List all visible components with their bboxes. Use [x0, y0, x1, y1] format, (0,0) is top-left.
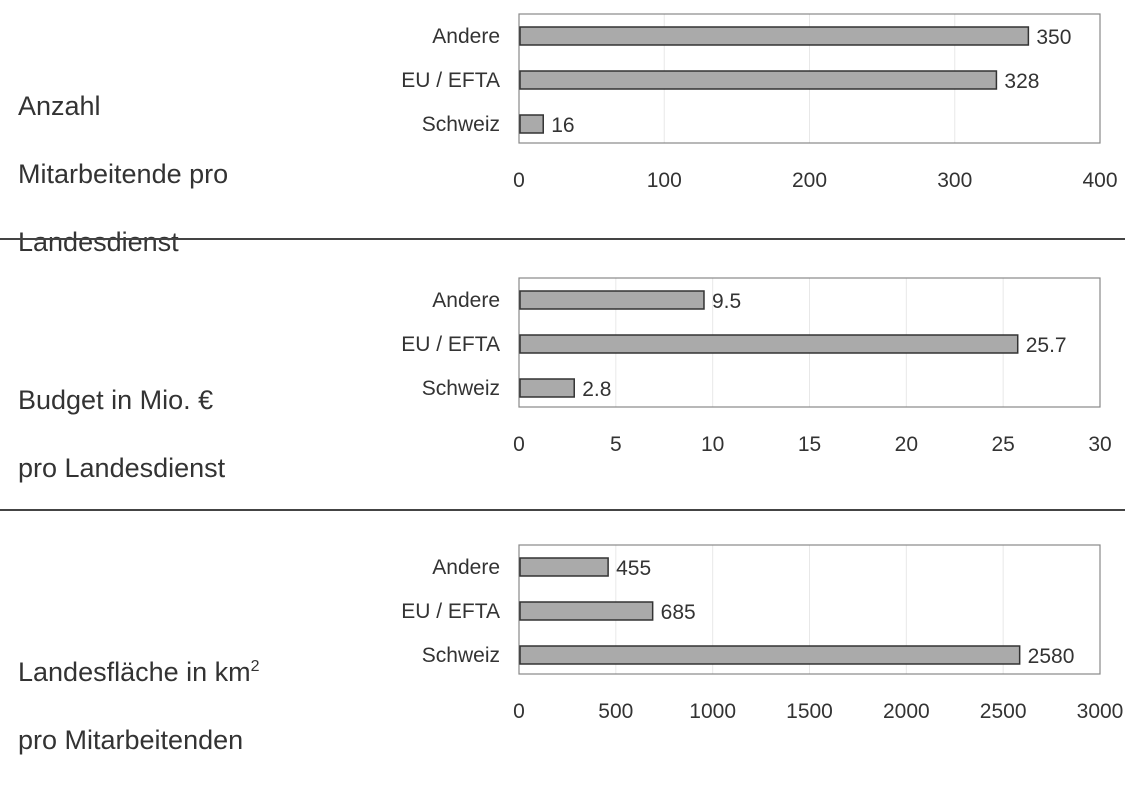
bar-1: [519, 557, 609, 577]
x-tick-label: 0: [513, 169, 525, 192]
category-label: Andere: [432, 556, 500, 579]
chart-area-per-staff: Andere 455 EU / EFTA 685 Schweiz 2580 0 500 1000…: [401, 544, 1124, 723]
x-tick-label: 20: [895, 433, 918, 456]
bar-2: [519, 601, 654, 621]
category-label: Schweiz: [422, 113, 500, 136]
data-label: 16: [551, 114, 574, 137]
bar-3: [519, 378, 575, 398]
category-label: Schweiz: [422, 377, 500, 400]
divider-1: [0, 238, 1125, 240]
data-label: 2580: [1028, 645, 1075, 668]
x-tick-label: 100: [647, 169, 682, 192]
x-tick-label: 0: [513, 433, 525, 456]
panel-2-title: Budget in Mio. € pro Landesdienst: [18, 349, 225, 519]
x-tick-label: 500: [598, 700, 633, 723]
plot-frame: [518, 13, 1101, 144]
panel-2-title-line-2: pro Landesdienst: [18, 453, 226, 483]
x-tick-label: 1000: [689, 700, 736, 723]
x-tick-label: 30: [1088, 433, 1111, 456]
x-tick-label: 15: [798, 433, 821, 456]
chart-staff: Andere 350 EU / EFTA 328 Schweiz 16 0 100 200 300…: [401, 13, 1118, 192]
x-tick-label: 2000: [883, 700, 930, 723]
data-label: 328: [1004, 70, 1039, 93]
panel-1-title: Anzahl Mitarbeitende pro Landesdienst: [18, 55, 228, 293]
panel-1-title-line-1: Anzahl: [18, 91, 101, 121]
data-label: 25.7: [1026, 334, 1067, 357]
data-label: 9.5: [712, 290, 741, 313]
x-tick-label: 1500: [786, 700, 833, 723]
x-tick-label: 5: [610, 433, 622, 456]
panel-3-title-line-1: Landesfläche in km: [18, 657, 251, 687]
plot-frame: [518, 544, 1101, 675]
data-label: 350: [1036, 26, 1071, 49]
x-tick-label: 400: [1082, 169, 1117, 192]
category-label: Andere: [432, 289, 500, 312]
bar-1: [519, 26, 1030, 46]
panel-1-title-line-2: Mitarbeitende pro: [18, 159, 229, 189]
bar-2: [519, 70, 998, 90]
x-tick-label: 25: [991, 433, 1014, 456]
data-label: 685: [661, 601, 696, 624]
category-label: Schweiz: [422, 644, 500, 667]
x-tick-label: 200: [792, 169, 827, 192]
bar-2: [519, 334, 1019, 354]
x-tick-label: 3000: [1077, 700, 1124, 723]
x-tick-label: 300: [937, 169, 972, 192]
data-label: 455: [616, 557, 651, 580]
x-tick-label: 0: [513, 700, 525, 723]
chart-budget: Andere 9.5 EU / EFTA 25.7 Schweiz 2.8 0 5 10 15 20…: [401, 277, 1112, 456]
bar-3: [519, 645, 1021, 665]
data-label: 2.8: [582, 378, 611, 401]
category-label: EU / EFTA: [401, 600, 500, 623]
x-tick-label: 2500: [980, 700, 1027, 723]
plot-frame: [518, 277, 1101, 408]
category-label: Andere: [432, 25, 500, 48]
category-label: EU / EFTA: [401, 69, 500, 92]
x-tick-label: 10: [701, 433, 724, 456]
panel-1-title-line-3: Landesdienst: [18, 227, 179, 257]
category-label: EU / EFTA: [401, 333, 500, 356]
divider-2: [0, 509, 1125, 511]
panel-3-title-superscript: 2: [250, 658, 260, 675]
panel-2-title-line-1: Budget in Mio. €: [18, 385, 214, 415]
bar-3: [519, 114, 544, 134]
bar-1: [519, 290, 705, 310]
